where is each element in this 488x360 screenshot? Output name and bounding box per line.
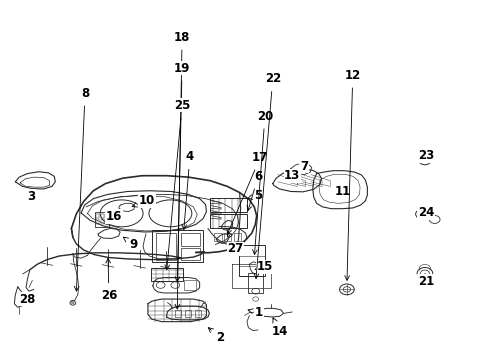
- Bar: [175, 310, 181, 317]
- Text: 21: 21: [417, 274, 433, 288]
- Text: 20: 20: [252, 110, 272, 255]
- Bar: [151, 268, 182, 282]
- Text: 25: 25: [164, 99, 190, 270]
- Text: 4: 4: [182, 150, 194, 229]
- Text: 2: 2: [208, 328, 224, 344]
- Bar: [210, 198, 246, 212]
- Bar: [233, 233, 241, 241]
- Text: 11: 11: [334, 185, 350, 198]
- Text: 19: 19: [174, 62, 190, 282]
- Bar: [224, 233, 231, 241]
- Text: 12: 12: [344, 69, 360, 280]
- Text: 22: 22: [254, 72, 280, 279]
- Text: 13: 13: [284, 169, 300, 183]
- Text: 10: 10: [132, 194, 155, 207]
- Text: 6: 6: [246, 170, 262, 211]
- Bar: [96, 214, 99, 218]
- Bar: [95, 212, 109, 226]
- Bar: [184, 310, 190, 317]
- Bar: [105, 220, 108, 224]
- Text: 3: 3: [27, 190, 36, 203]
- Bar: [194, 310, 200, 317]
- Bar: [101, 220, 103, 224]
- Text: 26: 26: [101, 258, 117, 302]
- Bar: [152, 230, 203, 262]
- Text: 18: 18: [174, 31, 190, 309]
- Text: 5: 5: [247, 189, 262, 202]
- Text: 7: 7: [298, 160, 307, 173]
- Text: 17: 17: [226, 151, 268, 234]
- Text: 9: 9: [123, 237, 137, 251]
- Bar: [183, 280, 195, 291]
- Text: 16: 16: [105, 210, 122, 223]
- Bar: [214, 233, 221, 241]
- Text: 23: 23: [417, 149, 433, 162]
- Text: 27: 27: [227, 232, 244, 255]
- Bar: [101, 214, 103, 218]
- Bar: [248, 273, 263, 293]
- Text: 28: 28: [20, 293, 36, 306]
- Bar: [238, 244, 265, 276]
- Bar: [105, 214, 108, 218]
- Bar: [181, 248, 199, 260]
- Text: 14: 14: [271, 318, 287, 338]
- Bar: [156, 233, 176, 260]
- Bar: [181, 233, 199, 246]
- Bar: [210, 214, 246, 228]
- Text: 1: 1: [247, 306, 263, 319]
- Text: 24: 24: [417, 207, 433, 220]
- Text: 8: 8: [74, 87, 89, 291]
- Text: 15: 15: [255, 260, 273, 273]
- Bar: [96, 220, 99, 224]
